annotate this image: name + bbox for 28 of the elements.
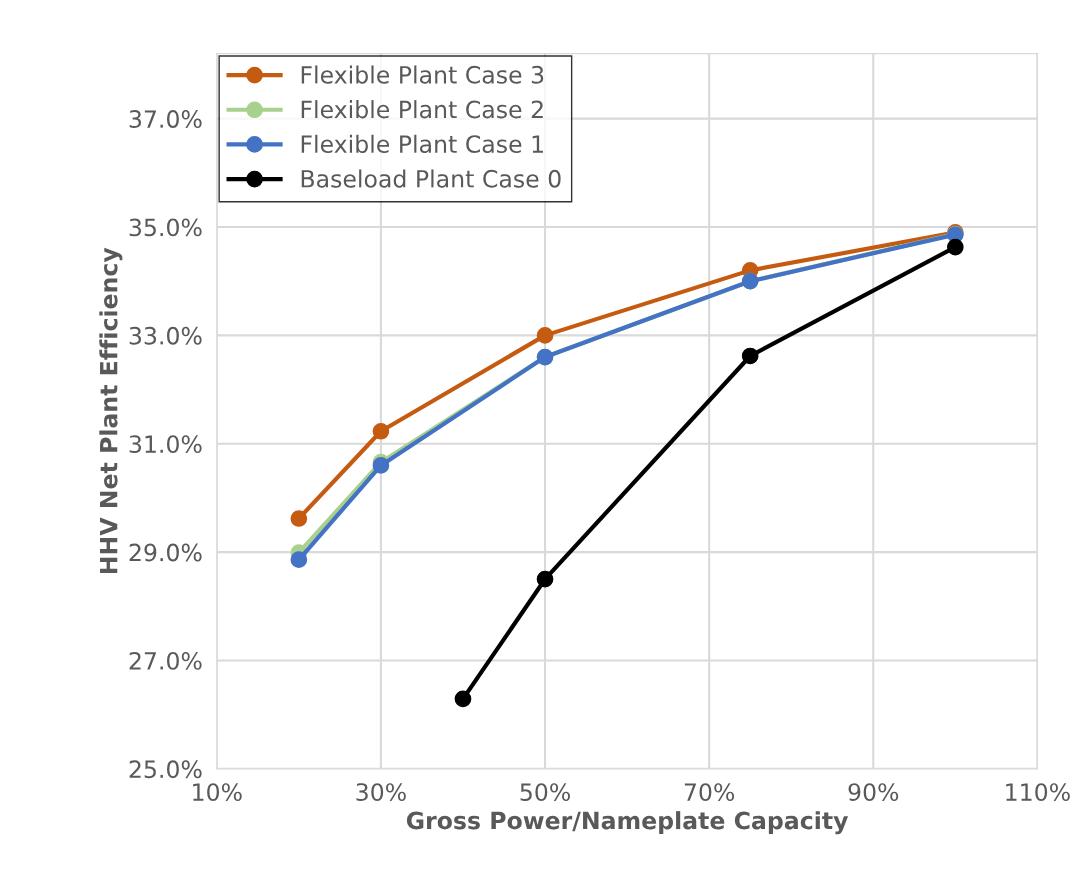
point <box>372 457 390 474</box>
point <box>536 327 554 344</box>
legend-label: Flexible Plant Case 1 <box>301 134 543 154</box>
y-tick-label: 31.0% <box>129 435 202 454</box>
x-tick-label: 70% <box>684 783 735 802</box>
point <box>290 551 308 569</box>
x-tick-label: 90% <box>848 783 899 802</box>
y-tick-label: 29.0% <box>129 543 202 562</box>
legend-label: Flexible Plant Case 3 <box>301 65 544 84</box>
x-tick-label: 50% <box>520 783 570 802</box>
y-tick-label: 33.0% <box>129 326 202 345</box>
legend-label: Flexible Plant Case 2 <box>301 100 543 119</box>
y-tick-label: 37.0% <box>129 110 202 128</box>
point <box>741 347 759 365</box>
x-tick-label: 110% <box>1006 783 1070 802</box>
x-axis-title: Gross Power/Nameplate Capacity <box>406 811 849 835</box>
y-axis-title: HHV Net Plant Efficiency <box>99 247 123 574</box>
point <box>372 422 390 440</box>
point <box>454 690 472 708</box>
x-tick-label: 30% <box>356 783 406 802</box>
legend-label: Baseload Plant Case 0 <box>301 169 561 188</box>
y-tick-label: 25.0% <box>129 760 202 779</box>
y-tick-label: 27.0% <box>129 651 202 670</box>
y-tick-label: 35.0% <box>129 218 202 237</box>
point <box>290 510 308 527</box>
point <box>536 570 554 588</box>
x-tick-label: 10% <box>193 783 242 802</box>
point <box>946 238 964 256</box>
